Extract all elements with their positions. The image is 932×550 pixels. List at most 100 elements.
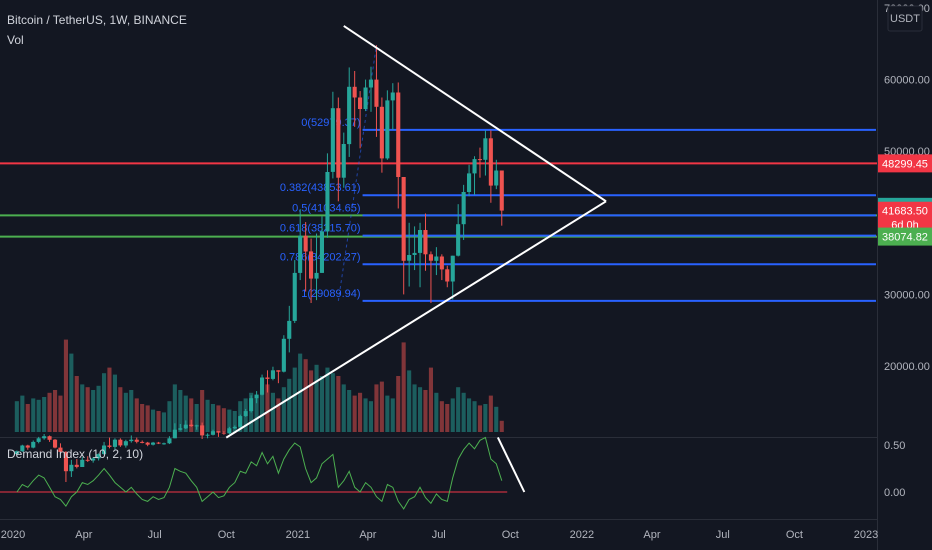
candle-body xyxy=(123,441,128,446)
candle-body xyxy=(238,416,243,427)
volume-bar xyxy=(303,359,308,432)
volume-bar xyxy=(287,378,292,432)
candle-body xyxy=(325,172,330,232)
candle-body xyxy=(178,428,183,430)
volume-bar xyxy=(254,395,259,432)
candle-body xyxy=(309,251,314,279)
demand-index-line[interactable] xyxy=(16,436,503,510)
volume-bar xyxy=(423,390,428,432)
candle-body xyxy=(96,454,101,459)
candle-body xyxy=(167,438,172,444)
volume-bar xyxy=(140,404,145,432)
candle-body xyxy=(172,429,177,439)
price-tick-label: 20000.00 xyxy=(884,361,930,373)
candle-body xyxy=(118,439,123,446)
time-tick-label: Jul xyxy=(148,529,162,541)
volume-bar xyxy=(374,384,379,432)
volume-bar xyxy=(167,401,172,432)
candle-body xyxy=(210,431,215,435)
candle-body xyxy=(423,230,428,255)
price-badge xyxy=(878,201,932,233)
triangle-trendline[interactable] xyxy=(225,200,607,439)
volume-bar xyxy=(456,387,461,432)
candle-body xyxy=(102,445,107,455)
price-badge-label: 41683.50 xyxy=(882,206,928,218)
candle-body xyxy=(58,447,63,452)
candle-body xyxy=(129,439,134,442)
candle-body xyxy=(287,320,292,339)
volume-bar xyxy=(407,370,412,432)
volume-bar xyxy=(358,392,363,432)
candle-body xyxy=(456,224,461,256)
candle-body xyxy=(341,144,346,178)
volume-bar xyxy=(363,398,368,432)
volume-bar xyxy=(36,399,41,432)
volume-bar xyxy=(412,384,417,432)
volume-bar xyxy=(461,392,466,432)
indicator-trendline[interactable] xyxy=(496,437,526,493)
candle-body xyxy=(368,79,373,88)
candle-body xyxy=(249,398,254,412)
candle-body xyxy=(53,439,58,448)
volume-bar xyxy=(450,398,455,432)
candle-body xyxy=(161,443,166,445)
volume-bar xyxy=(477,405,482,432)
volume-bar xyxy=(265,384,270,432)
volume-bar xyxy=(216,405,221,432)
candle-body xyxy=(216,431,221,433)
volume-bar xyxy=(123,392,128,432)
volume-bar xyxy=(232,411,237,432)
volume-bar xyxy=(336,376,341,432)
volume-bar xyxy=(145,405,150,432)
candle-body xyxy=(499,170,504,211)
volume-bar xyxy=(194,404,199,432)
candle-body xyxy=(270,370,275,379)
time-tick-label: Jul xyxy=(432,529,446,541)
volume-bar xyxy=(210,404,215,432)
volume-bar xyxy=(434,392,439,432)
candle-body xyxy=(445,269,450,282)
volume-bar xyxy=(134,398,139,432)
volume-bar xyxy=(161,412,166,432)
candle-body xyxy=(428,254,433,261)
candle-body xyxy=(314,272,319,279)
candle-body xyxy=(31,441,36,448)
candle-body xyxy=(232,426,237,429)
volume-bar xyxy=(221,408,226,432)
candle-body xyxy=(221,432,226,434)
symbol-title[interactable]: Bitcoin / TetherUS, 1W, BINANCE xyxy=(7,13,187,27)
currency-label: USDT xyxy=(890,13,920,25)
candle-body xyxy=(374,79,379,107)
candle-body xyxy=(434,256,439,261)
candle-body xyxy=(265,377,270,379)
volume-bar xyxy=(352,395,357,432)
candle-body xyxy=(227,428,232,434)
volume-label[interactable]: Vol xyxy=(7,33,24,47)
volume-bar xyxy=(205,399,210,432)
volume-bar xyxy=(178,390,183,432)
triangle-trendline[interactable] xyxy=(343,25,607,203)
volume-bar xyxy=(401,342,406,432)
time-tick-label: Apr xyxy=(75,529,92,541)
currency-box[interactable] xyxy=(887,5,923,32)
candle-body xyxy=(91,458,96,461)
fib-trend-line[interactable] xyxy=(337,45,377,301)
candle-body xyxy=(472,159,477,174)
volume-bar xyxy=(129,390,134,432)
time-tick-label: Oct xyxy=(218,529,235,541)
volume-bar xyxy=(494,406,499,432)
volume-bar xyxy=(467,398,472,432)
candle-body xyxy=(494,170,499,186)
volume-bar xyxy=(156,411,161,432)
volume-bar xyxy=(42,397,47,432)
candle-body xyxy=(156,442,161,444)
candle-body xyxy=(303,235,308,252)
volume-bar xyxy=(47,392,52,432)
candle-body xyxy=(412,252,417,255)
fib-level-label: 0.382(43853.61) xyxy=(280,182,361,194)
indicator-label[interactable]: Demand Index (10, 2, 10) xyxy=(7,447,144,461)
time-tick-label: Oct xyxy=(786,529,803,541)
volume-bar xyxy=(439,401,444,432)
